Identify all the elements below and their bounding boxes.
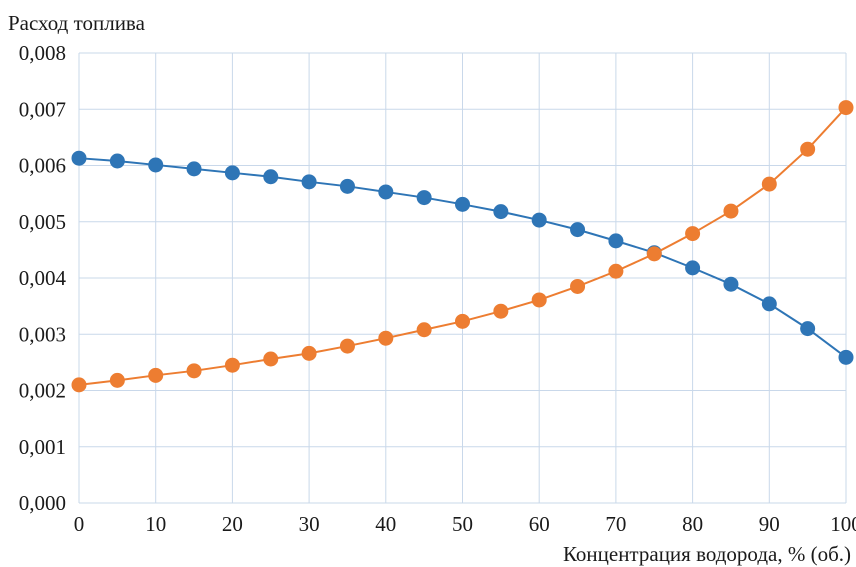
data-point: [263, 169, 279, 185]
y-tick-label: 0,001: [19, 435, 66, 459]
data-point: [608, 233, 624, 249]
x-tick-label: 100: [830, 512, 856, 536]
data-point: [378, 184, 394, 200]
data-point: [455, 313, 470, 329]
data-point: [301, 174, 317, 190]
data-point: [186, 363, 202, 379]
data-point: [455, 196, 470, 212]
data-point: [339, 338, 355, 354]
series-layer: [71, 100, 854, 393]
data-point: [148, 157, 164, 173]
data-point: [723, 276, 739, 292]
data-point: [263, 351, 279, 367]
y-tick-label: 0,004: [19, 266, 67, 290]
data-point: [224, 357, 240, 373]
data-point: [570, 278, 586, 294]
data-point: [71, 377, 87, 393]
x-tick-label: 10: [145, 512, 166, 536]
x-tick-label: 50: [452, 512, 473, 536]
data-point: [416, 190, 432, 206]
y-axis-title: Расход топлива: [8, 11, 146, 35]
data-point: [761, 296, 777, 312]
data-point: [608, 263, 624, 279]
data-point: [531, 292, 547, 308]
data-point: [646, 246, 662, 262]
data-point: [378, 330, 394, 346]
data-point: [186, 161, 202, 177]
y-tick-label: 0,003: [19, 322, 66, 346]
y-tick-label: 0,007: [19, 97, 66, 121]
data-point: [800, 321, 816, 337]
y-tick-label: 0,000: [19, 491, 66, 515]
x-tick-label: 90: [759, 512, 780, 536]
data-point: [838, 100, 854, 116]
series-2: [71, 100, 854, 393]
data-point: [71, 150, 87, 166]
data-point: [531, 212, 547, 228]
y-tick-label: 0,008: [19, 41, 66, 65]
data-point: [109, 372, 125, 388]
x-tick-label: 60: [529, 512, 550, 536]
y-tick-label: 0,005: [19, 210, 66, 234]
data-point: [685, 260, 701, 276]
data-point: [838, 349, 854, 365]
data-point: [493, 303, 509, 319]
data-point: [800, 141, 816, 157]
x-tick-label: 20: [222, 512, 243, 536]
data-point: [493, 204, 509, 220]
x-tick-label: 80: [682, 512, 703, 536]
x-tick-label: 0: [74, 512, 85, 536]
data-point: [148, 367, 164, 383]
x-tick-label: 30: [299, 512, 320, 536]
x-tick-label: 40: [375, 512, 396, 536]
y-tick-label: 0,006: [19, 154, 66, 178]
y-tick-label: 0,002: [19, 379, 66, 403]
data-point: [723, 203, 739, 219]
data-point: [339, 178, 355, 194]
x-tick-label: 70: [605, 512, 626, 536]
x-axis-title: Концентрация водорода, % (об.): [563, 542, 851, 566]
data-point: [761, 176, 777, 192]
data-point: [685, 226, 701, 242]
data-point: [224, 165, 240, 181]
data-point: [301, 345, 317, 361]
data-point: [109, 153, 125, 169]
data-point: [416, 322, 432, 338]
gridlines: [78, 52, 847, 504]
tick-labels: 0,000 0,001 0,002 0,003 0,004 0,005 0,006 0,007…: [19, 41, 856, 536]
data-point: [570, 222, 586, 238]
